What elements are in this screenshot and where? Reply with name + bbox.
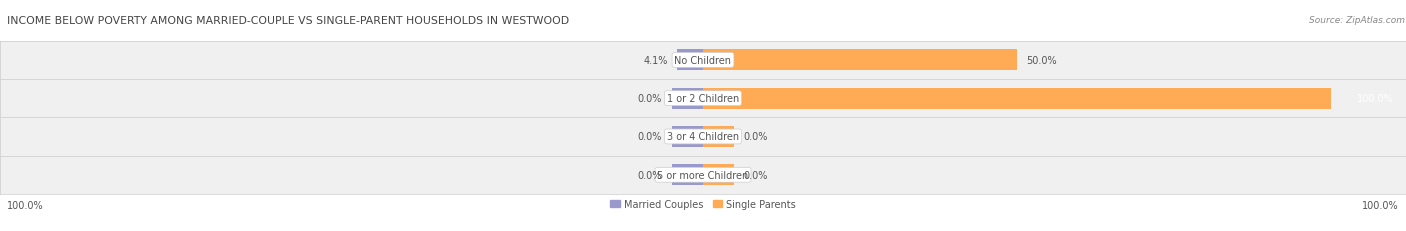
Text: 5 or more Children: 5 or more Children bbox=[658, 170, 748, 180]
Text: 100.0%: 100.0% bbox=[1362, 200, 1399, 210]
Text: 0.0%: 0.0% bbox=[744, 170, 768, 180]
Text: INCOME BELOW POVERTY AMONG MARRIED-COUPLE VS SINGLE-PARENT HOUSEHOLDS IN WESTWOO: INCOME BELOW POVERTY AMONG MARRIED-COUPL… bbox=[7, 16, 569, 26]
Text: 100.0%: 100.0% bbox=[7, 200, 44, 210]
Legend: Married Couples, Single Parents: Married Couples, Single Parents bbox=[610, 199, 796, 209]
Bar bbox=[672, 126, 703, 147]
Text: Source: ZipAtlas.com: Source: ZipAtlas.com bbox=[1309, 16, 1405, 25]
Text: 50.0%: 50.0% bbox=[1026, 56, 1057, 66]
Text: 0.0%: 0.0% bbox=[638, 94, 662, 104]
Text: 0.0%: 0.0% bbox=[638, 132, 662, 142]
Bar bbox=[703, 126, 734, 147]
Text: 3 or 4 Children: 3 or 4 Children bbox=[666, 132, 740, 142]
Text: 1 or 2 Children: 1 or 2 Children bbox=[666, 94, 740, 104]
Bar bbox=[672, 164, 703, 185]
Bar bbox=[703, 164, 734, 185]
Bar bbox=[703, 50, 1017, 71]
Text: 0.0%: 0.0% bbox=[638, 170, 662, 180]
Bar bbox=[703, 88, 1330, 109]
Text: 4.1%: 4.1% bbox=[644, 56, 668, 66]
Bar bbox=[678, 50, 703, 71]
Text: 100.0%: 100.0% bbox=[1357, 94, 1393, 104]
Text: 0.0%: 0.0% bbox=[744, 132, 768, 142]
Text: No Children: No Children bbox=[675, 56, 731, 66]
Bar bbox=[672, 88, 703, 109]
